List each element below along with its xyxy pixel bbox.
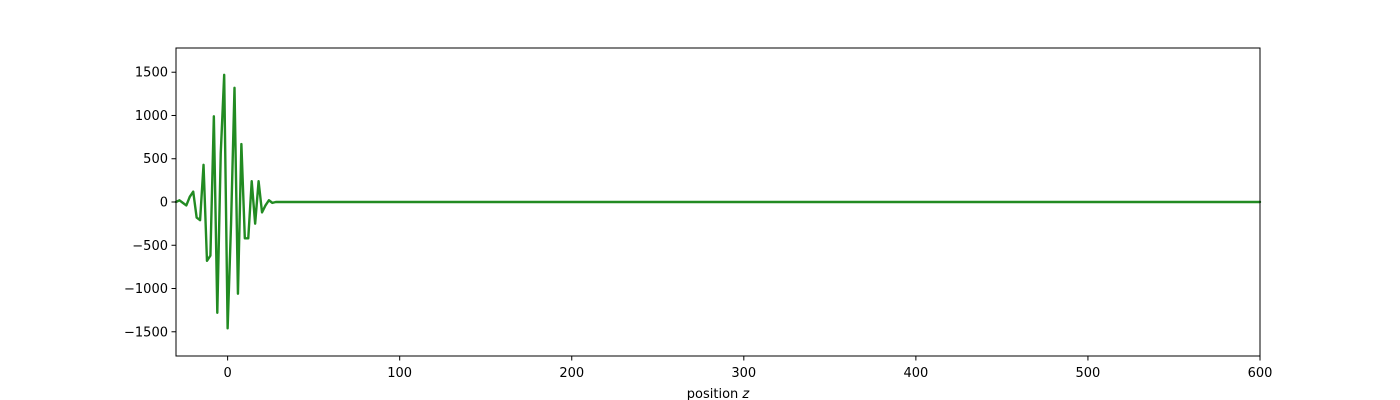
x-axis-label-variable: z [741,387,750,400]
series-layer [174,73,1262,330]
x-axis-label: position z [687,387,751,400]
x-tick-label: 100 [387,366,412,381]
y-tick-label: 500 [143,152,168,167]
x-axis-ticks: 0 100 200 300 400 500 600 [223,356,1272,381]
y-tick-label: −1500 [124,325,168,340]
y-tick-label: −500 [132,239,168,254]
y-tick-label: 0 [160,196,168,211]
y-tick-label: −1000 [124,282,168,297]
plot-area-frame [175,47,1261,357]
x-tick-label: 500 [1076,366,1101,381]
x-tick-label: 300 [731,366,756,381]
series-line [174,73,1262,330]
x-tick-label: 0 [223,366,231,381]
y-tick-label: 1000 [135,109,168,124]
x-tick-label: 600 [1248,366,1273,381]
x-axis-label-text: position [687,387,739,400]
y-tick-label: 1500 [135,66,168,81]
x-tick-label: 400 [903,366,928,381]
x-tick-label: 200 [559,366,584,381]
y-axis-ticks: −1500 −1000 −500 0 500 1000 1500 [124,66,176,340]
